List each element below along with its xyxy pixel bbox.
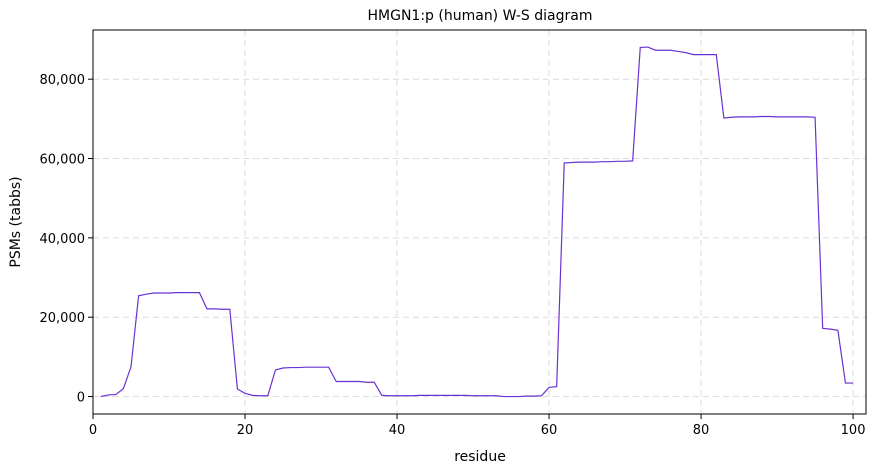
y-axis-label: PSMs (tabbs) <box>8 176 24 267</box>
x-axis-label: residue <box>454 449 506 465</box>
x-tick-label: 80 <box>693 423 710 438</box>
x-tick-label: 100 <box>841 423 866 438</box>
data-line <box>100 46 854 398</box>
y-tick-label: 80,000 <box>40 73 86 88</box>
x-tick-label: 60 <box>541 423 558 438</box>
x-tick-label: 20 <box>237 423 254 438</box>
plot-frame <box>92 29 867 415</box>
x-tick-label: 0 <box>89 423 97 438</box>
y-tick-label: 20,000 <box>40 311 86 326</box>
chart-title: HMGN1:p (human) W-S diagram <box>368 8 593 24</box>
x-tick-label: 40 <box>389 423 406 438</box>
y-tick-label: 40,000 <box>40 232 86 247</box>
y-tick-label: 0 <box>77 391 85 406</box>
y-tick-label: 60,000 <box>40 153 86 168</box>
